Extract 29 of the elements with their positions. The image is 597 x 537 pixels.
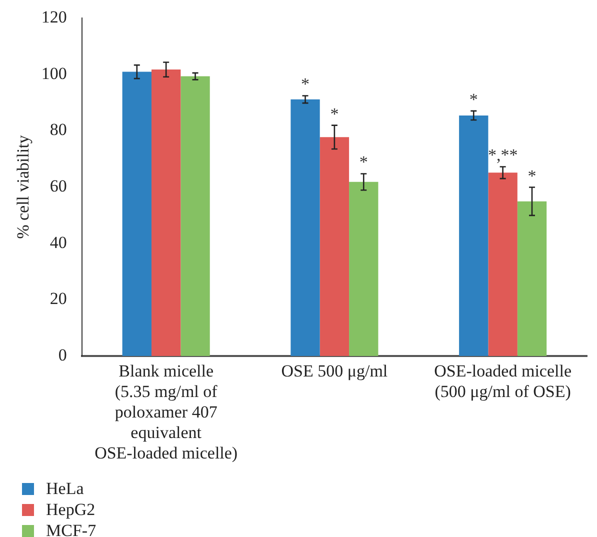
bar (320, 137, 350, 356)
legend-label: MCF-7 (46, 520, 96, 537)
data-label: *,** (488, 146, 518, 165)
data-label: * (528, 166, 536, 186)
bar (349, 182, 378, 356)
data-label: * (469, 90, 478, 109)
x-tick-label: OSE-loaded micelle (500 μg/ml of OSE) (434, 362, 572, 402)
bar (459, 115, 488, 356)
bar (488, 172, 518, 356)
data-label: * (330, 104, 339, 124)
legend-label: HeLa (46, 478, 84, 498)
legend-label: HepG2 (46, 500, 96, 520)
y-tick-label: 100 (41, 64, 67, 83)
y-axis-title: % cell viability (14, 134, 33, 239)
y-tick-label: 0 (58, 345, 67, 364)
bar (122, 72, 152, 356)
bar (517, 201, 547, 356)
bar (290, 99, 320, 356)
x-tick-label: OSE 500 μg/ml (281, 362, 388, 381)
bar (151, 70, 181, 356)
y-tick-label: 120 (41, 7, 67, 26)
bar (180, 76, 210, 356)
data-label: * (359, 152, 368, 172)
y-tick-label: 80 (50, 120, 67, 140)
x-tick-label: Blank micelle (5.35 mg/ml of poloxamer 407 equivalent OSE-loaded micelle) (94, 362, 238, 462)
y-tick-label: 60 (50, 176, 67, 196)
y-tick-label: 40 (50, 232, 67, 252)
y-tick-label: 20 (50, 289, 67, 308)
data-label: * (301, 74, 310, 94)
